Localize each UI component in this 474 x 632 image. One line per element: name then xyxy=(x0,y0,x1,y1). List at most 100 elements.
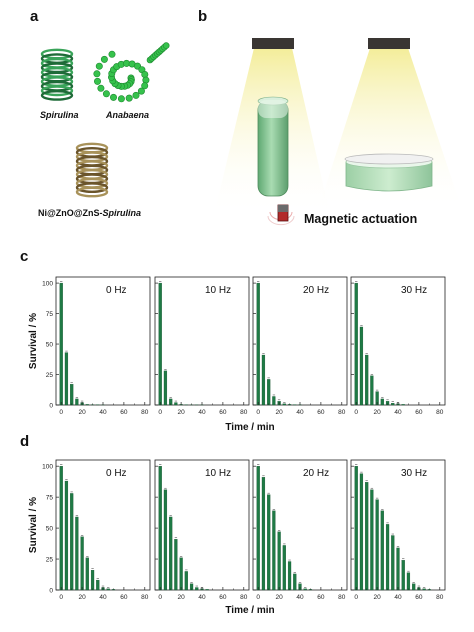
bar-d-3-8 xyxy=(396,547,400,591)
bar-d-2-7 xyxy=(293,573,297,591)
bar-d-1-4 xyxy=(179,557,183,591)
x-tick-label: 60 xyxy=(219,409,227,416)
x-tick-label: 0 xyxy=(256,594,260,601)
x-tick-label: 80 xyxy=(240,594,248,601)
series-label-d-0: 0 Hz xyxy=(106,468,127,479)
y-tick-label: 25 xyxy=(46,556,54,563)
bar-d-2-3 xyxy=(272,510,276,591)
series-label-d-2: 20 Hz xyxy=(303,468,329,479)
chart-panel-c: 0 20 40 60 80 0 25 50 75 100 0 Hz 0 20 40 60 80 10 Hz 0 20… xyxy=(28,276,446,433)
x-tick-label: 20 xyxy=(177,409,185,416)
y-tick-label: 50 xyxy=(46,341,54,348)
bar-c-1-3 xyxy=(174,402,178,406)
x-tick-label: 60 xyxy=(120,409,128,416)
bar-d-0-3 xyxy=(75,516,79,591)
x-tick-label: 80 xyxy=(240,409,248,416)
subplot-d-0: 0 20 40 60 80 0 25 50 75 100 0 Hz xyxy=(42,459,151,601)
bar-d-1-1 xyxy=(163,489,168,591)
x-tick-label: 20 xyxy=(177,594,185,601)
y-tick-label: 75 xyxy=(46,311,54,318)
vial-illustration xyxy=(257,96,289,197)
magnetic-actuation-label: Magnetic actuation xyxy=(304,212,418,226)
bar-d-0-0 xyxy=(59,466,63,591)
panel-letter-c: c xyxy=(20,248,29,265)
x-tick-label: 0 xyxy=(158,594,162,601)
subplot-d-2: 0 20 40 60 80 20 Hz xyxy=(252,459,348,601)
bar-c-0-0 xyxy=(59,282,63,406)
bar-d-0-7 xyxy=(96,579,100,591)
bar-d-2-4 xyxy=(277,531,281,591)
x-tick-label: 80 xyxy=(141,594,149,601)
x-tick-label: 60 xyxy=(120,594,128,601)
y-tick-label: 0 xyxy=(49,402,53,409)
x-tick-label: 0 xyxy=(354,409,358,416)
bar-d-3-2 xyxy=(365,482,369,591)
y-tick-label: 100 xyxy=(42,463,53,470)
plot-frame xyxy=(154,276,250,406)
x-tick-label: 80 xyxy=(338,594,346,601)
bar-d-3-1 xyxy=(359,473,364,591)
dish-illustration xyxy=(344,153,434,192)
bar-d-3-10 xyxy=(406,572,411,591)
x-tick-label: 20 xyxy=(78,594,86,601)
x-tick-label: 40 xyxy=(198,594,206,601)
x-tick-label: 60 xyxy=(317,409,325,416)
bar-c-0-5 xyxy=(85,404,89,406)
bar-c-3-0 xyxy=(354,282,358,406)
subplot-d-1: 0 20 40 60 80 10 Hz xyxy=(154,459,250,601)
x-tick-label: 40 xyxy=(296,409,304,416)
bar-d-2-9 xyxy=(303,588,307,591)
x-tick-label: 80 xyxy=(436,594,444,601)
bar-d-1-7 xyxy=(195,587,199,591)
bar-d-2-0 xyxy=(256,466,260,591)
bar-d-1-3 xyxy=(174,539,178,591)
x-tick-label: 80 xyxy=(338,409,346,416)
y-axis-label-c: Survival / % xyxy=(28,313,39,369)
bar-d-1-5 xyxy=(184,571,188,591)
x-tick-label: 20 xyxy=(78,409,86,416)
y-tick-label: 100 xyxy=(42,280,53,287)
composite-label-italic: Spirulina xyxy=(102,208,142,218)
subplot-c-0: 0 20 40 60 80 0 25 50 75 100 0 Hz xyxy=(42,276,151,416)
bar-d-3-4 xyxy=(375,499,379,591)
subplot-c-3: 0 20 40 60 80 30 Hz xyxy=(350,276,446,416)
y-tick-label: 25 xyxy=(46,372,54,379)
spirulina-label: Spirulina xyxy=(40,110,79,120)
x-tick-label: 0 xyxy=(354,594,358,601)
bar-d-2-5 xyxy=(282,545,286,591)
bar-d-3-13 xyxy=(422,588,426,591)
bar-c-3-5 xyxy=(380,398,384,406)
series-label-d-1: 10 Hz xyxy=(205,468,231,479)
composite-label-prefix: Ni@ZnO@ZnS- xyxy=(38,208,103,218)
bar-c-0-3 xyxy=(75,398,79,406)
bar-d-3-0 xyxy=(354,466,358,591)
x-tick-label: 40 xyxy=(99,409,107,416)
bar-d-1-9 xyxy=(205,589,209,591)
x-tick-label: 80 xyxy=(141,409,149,416)
bar-c-3-3 xyxy=(370,375,374,406)
chart-panel-d: 0 20 40 60 80 0 25 50 75 100 0 Hz 0 20 40 60 80 10 Hz 0 20… xyxy=(28,459,446,616)
panel-letter-b: b xyxy=(198,8,208,25)
series-label-d-3: 30 Hz xyxy=(401,468,427,479)
bar-d-3-7 xyxy=(391,535,395,591)
subplot-c-2: 0 20 40 60 80 20 Hz xyxy=(252,276,348,416)
bar-d-0-9 xyxy=(106,588,110,591)
x-tick-label: 80 xyxy=(436,409,444,416)
x-tick-label: 40 xyxy=(394,594,402,601)
x-axis-label-c: Time / min xyxy=(225,422,274,433)
bar-c-2-3 xyxy=(272,396,276,406)
panel-letter-a: a xyxy=(30,8,39,25)
x-tick-label: 40 xyxy=(99,594,107,601)
bar-d-2-6 xyxy=(287,561,292,591)
bar-d-3-11 xyxy=(412,583,416,591)
bar-c-3-1 xyxy=(359,326,364,406)
bar-d-2-2 xyxy=(267,494,271,591)
subplot-c-1: 0 20 40 60 80 10 Hz xyxy=(154,276,250,416)
x-tick-label: 40 xyxy=(394,409,402,416)
bar-d-3-3 xyxy=(370,489,374,591)
bar-c-0-2 xyxy=(70,384,74,406)
anabaena-chain-illustration xyxy=(93,42,170,103)
